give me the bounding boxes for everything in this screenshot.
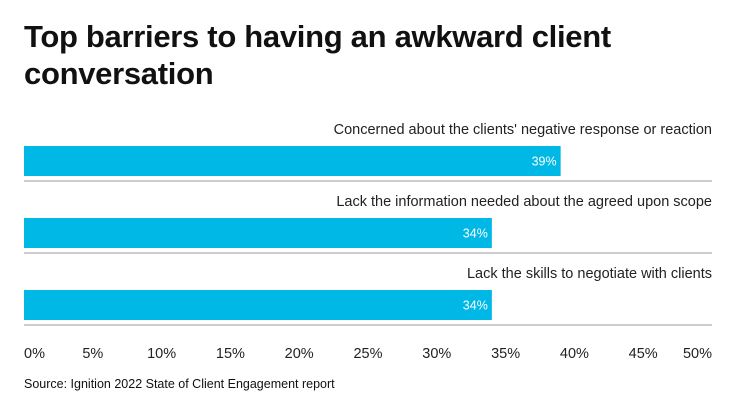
x-tick-label: 20% (285, 346, 314, 362)
x-tick-label: 5% (82, 346, 103, 362)
x-tick-label: 25% (353, 346, 382, 362)
chart-title: Top barriers to having an awkward client… (24, 19, 611, 91)
x-tick-label: 10% (147, 346, 176, 362)
category-label: Lack the information needed about the ag… (336, 194, 712, 210)
value-label: 34% (463, 299, 488, 313)
x-tick-label: 30% (422, 346, 451, 362)
x-tick-label: 45% (629, 346, 658, 362)
x-tick-label: 35% (491, 346, 520, 362)
value-label: 39% (532, 155, 557, 169)
source-note: Source: Ignition 2022 State of Client En… (24, 377, 335, 391)
category-label: Concerned about the clients' negative re… (334, 122, 712, 138)
bar (24, 290, 492, 320)
bar (24, 218, 492, 248)
x-tick-label: 50% (683, 346, 712, 362)
value-label: 34% (463, 227, 488, 241)
x-tick-label: 15% (216, 346, 245, 362)
x-tick-label: 0% (24, 346, 45, 362)
x-tick-label: 40% (560, 346, 589, 362)
bar (24, 146, 561, 176)
category-label: Lack the skills to negotiate with client… (467, 266, 712, 282)
